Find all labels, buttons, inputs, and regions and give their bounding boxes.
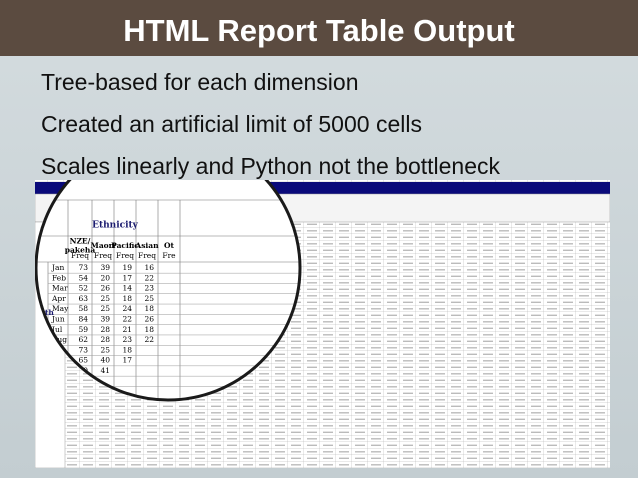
row-label: May — [52, 304, 69, 313]
column-header: Ot — [164, 241, 175, 250]
cell: 25 — [100, 294, 110, 303]
column-group: Ethnicity — [92, 221, 139, 231]
cell: 24 — [122, 304, 132, 313]
cell: 20 — [100, 273, 110, 282]
bullet: Tree-based for each dimension — [41, 69, 359, 95]
cell: 23 — [122, 335, 132, 344]
cell: 84 — [78, 315, 88, 324]
column-header: Pacific — [111, 241, 139, 250]
row-label: Jan — [51, 263, 64, 272]
cell: 21 — [122, 325, 132, 334]
cell: 28 — [100, 335, 110, 344]
cell: 73 — [78, 263, 88, 272]
cell: 23 — [144, 284, 154, 293]
column-header: Maori — [91, 241, 116, 250]
bullet: Created an artificial limit of 5000 cell… — [41, 111, 422, 137]
cell: 22 — [144, 273, 154, 282]
cell: 41 — [100, 366, 110, 375]
row-label: Apr — [51, 294, 66, 303]
measure-header: Freq — [138, 251, 156, 260]
cell: 14 — [122, 284, 132, 293]
cell: 19 — [122, 263, 132, 272]
column-header: pakeha — [65, 246, 96, 255]
cell: 18 — [122, 345, 132, 354]
cell: 58 — [78, 304, 88, 313]
cell: 52 — [78, 284, 88, 293]
cell: 22 — [144, 335, 154, 344]
row-label: Feb — [52, 273, 66, 282]
cell: 54 — [78, 273, 88, 282]
cell: 59 — [78, 325, 88, 334]
cell: 26 — [100, 284, 110, 293]
bullet: Scales linearly and Python not the bottl… — [41, 153, 501, 179]
measure-header: Freq — [71, 251, 89, 260]
cell: 39 — [100, 315, 110, 324]
row-label: Jun — [51, 315, 65, 324]
row-label: Mar — [52, 284, 68, 293]
cell: 25 — [100, 345, 110, 354]
cell: 18 — [122, 294, 132, 303]
cell: 25 — [144, 294, 154, 303]
slide-title: HTML Report Table Output — [0, 0, 638, 56]
cell: 62 — [78, 335, 88, 344]
measure-header: Fre — [162, 251, 176, 260]
cell: 25 — [100, 304, 110, 313]
cell: 18 — [144, 325, 154, 334]
row-label: Jul — [51, 325, 63, 334]
cell: 73 — [78, 345, 88, 354]
cell: 18 — [144, 304, 154, 313]
measure-header: Freq — [116, 251, 134, 260]
cell: 39 — [100, 263, 110, 272]
cell: 17 — [122, 273, 132, 282]
cell: 28 — [100, 325, 110, 334]
cell: 40 — [100, 356, 110, 365]
column-header: NZE/ — [70, 237, 91, 246]
row-label: Aug — [51, 335, 67, 344]
cell: 16 — [144, 263, 154, 272]
cell: 26 — [144, 315, 154, 324]
cell: 22 — [122, 315, 132, 324]
cell: 63 — [78, 294, 88, 303]
cell: 17 — [122, 356, 132, 365]
measure-header: Freq — [94, 251, 112, 260]
column-header: Asian — [134, 241, 159, 250]
cell: 65 — [78, 356, 88, 365]
